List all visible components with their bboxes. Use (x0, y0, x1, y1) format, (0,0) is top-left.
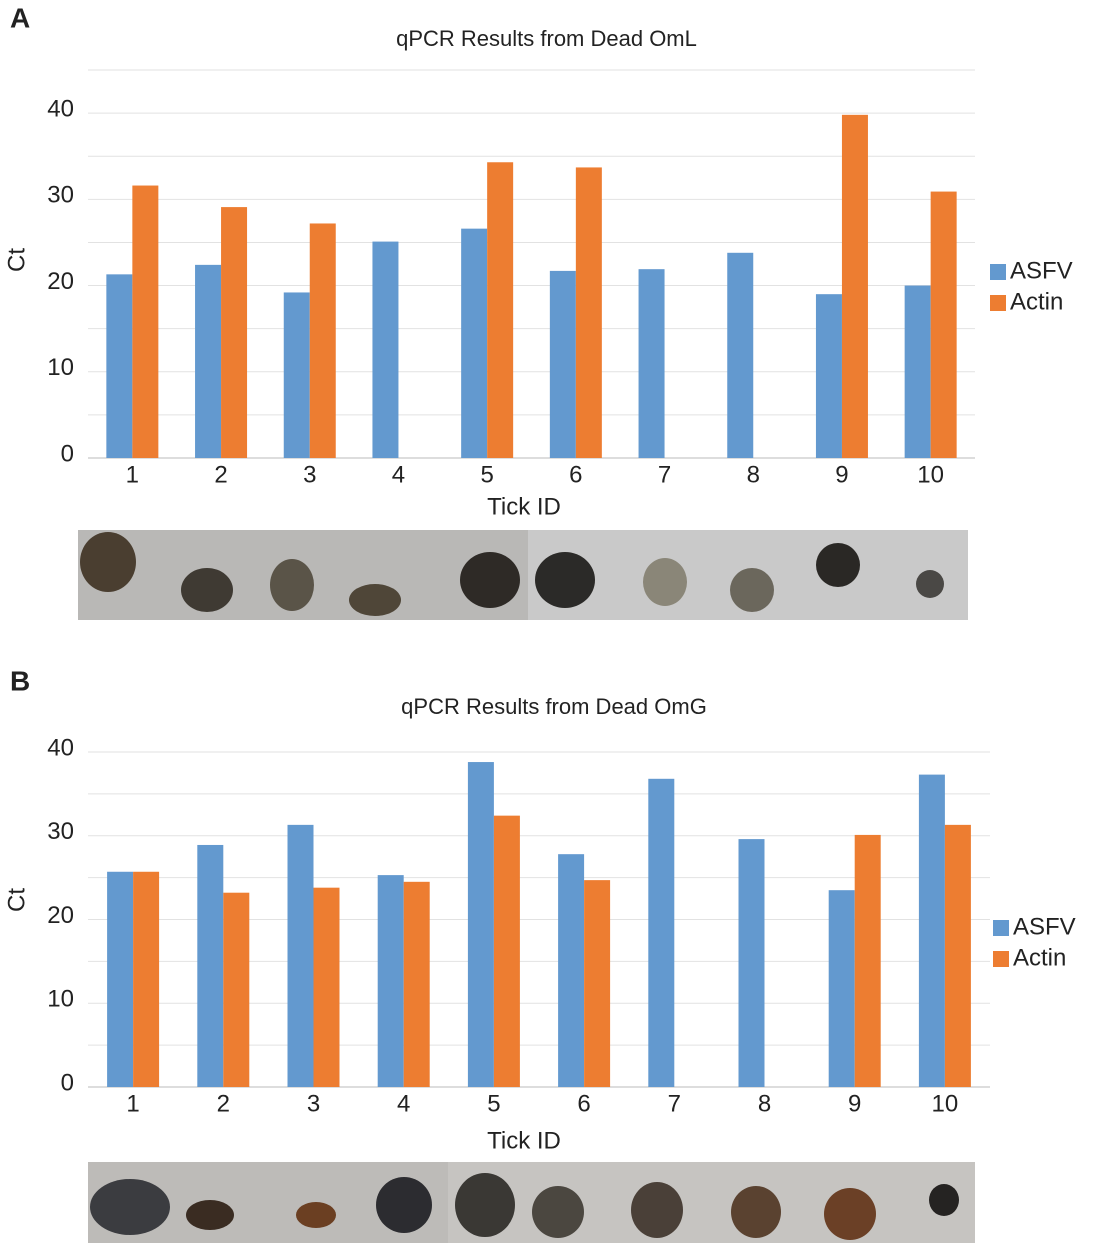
bar (815, 294, 842, 458)
x-tick-label: 7 (658, 461, 671, 488)
x-tick-label: 4 (397, 1090, 410, 1117)
legend-swatch (990, 295, 1006, 311)
y-tick-label: 30 (47, 182, 74, 209)
x-tick-label: 10 (917, 461, 944, 488)
x-tick-label: 10 (932, 1090, 959, 1117)
x-tick-label: 3 (307, 1090, 320, 1117)
x-tick-label: 9 (848, 1090, 861, 1117)
x-tick-label: 1 (126, 461, 139, 488)
legend-swatch (990, 264, 1006, 280)
legend-label: ASFV (1010, 257, 1073, 284)
y-axis-label: Ct (3, 888, 30, 912)
x-tick-label: 5 (487, 1090, 500, 1117)
legend-swatch (993, 920, 1009, 936)
x-tick-label: 2 (217, 1090, 230, 1117)
x-axis-label: Tick ID (487, 1127, 561, 1154)
bar (944, 824, 971, 1087)
bar (403, 881, 430, 1087)
bar (313, 887, 340, 1087)
bar (648, 778, 675, 1087)
bar (107, 871, 134, 1087)
bar (493, 815, 520, 1087)
y-tick-label: 10 (47, 354, 74, 381)
bar (918, 774, 945, 1087)
bar (132, 185, 159, 458)
bar (828, 890, 855, 1087)
bar (584, 880, 611, 1087)
chart-title: qPCR Results from Dead OmL (396, 26, 697, 51)
bar (377, 875, 404, 1087)
chart-title: qPCR Results from Dead OmG (401, 694, 707, 719)
y-tick-label: 0 (61, 1069, 74, 1096)
x-tick-label: 8 (758, 1090, 771, 1117)
x-tick-label: 2 (214, 461, 227, 488)
y-tick-label: 0 (61, 440, 74, 467)
legend-label: Actin (1013, 944, 1066, 971)
bar (841, 114, 868, 458)
bar (467, 762, 494, 1087)
legend-swatch (993, 951, 1009, 967)
bar (487, 162, 514, 458)
bar (106, 274, 133, 458)
y-tick-label: 10 (47, 986, 74, 1013)
y-axis-label: Ct (3, 248, 30, 272)
photo-strip (78, 530, 968, 620)
bar (287, 824, 314, 1087)
y-tick-label: 20 (47, 902, 74, 929)
bar (372, 241, 399, 458)
bar (197, 844, 224, 1087)
y-tick-label: 20 (47, 268, 74, 295)
bar (727, 252, 754, 458)
bar (904, 285, 931, 458)
bar (283, 292, 310, 458)
x-tick-label: 1 (126, 1090, 139, 1117)
bar (930, 191, 957, 458)
bar (738, 839, 765, 1087)
x-tick-label: 5 (480, 461, 493, 488)
photo-strip (88, 1162, 975, 1243)
bar (133, 871, 160, 1087)
bar (461, 228, 488, 458)
y-tick-label: 40 (47, 734, 74, 761)
bar (549, 270, 576, 458)
x-tick-label: 6 (569, 461, 582, 488)
y-tick-label: 40 (47, 95, 74, 122)
legend-label: ASFV (1013, 913, 1076, 940)
x-tick-label: 3 (303, 461, 316, 488)
legend-label: Actin (1010, 288, 1063, 315)
x-tick-label: 4 (392, 461, 405, 488)
bar (854, 834, 881, 1087)
x-tick-label: 6 (577, 1090, 590, 1117)
bar (309, 223, 336, 458)
bar (221, 207, 248, 458)
x-tick-label: 7 (668, 1090, 681, 1117)
bar (638, 269, 665, 458)
panel-label: A (10, 2, 30, 33)
x-tick-label: 9 (835, 461, 848, 488)
y-tick-label: 30 (47, 818, 74, 845)
x-axis-label: Tick ID (487, 493, 561, 520)
panel-label: B (10, 665, 30, 696)
bar (223, 892, 250, 1087)
x-tick-label: 8 (747, 461, 760, 488)
bar (558, 854, 585, 1087)
bar (195, 264, 222, 458)
bar (575, 167, 602, 459)
